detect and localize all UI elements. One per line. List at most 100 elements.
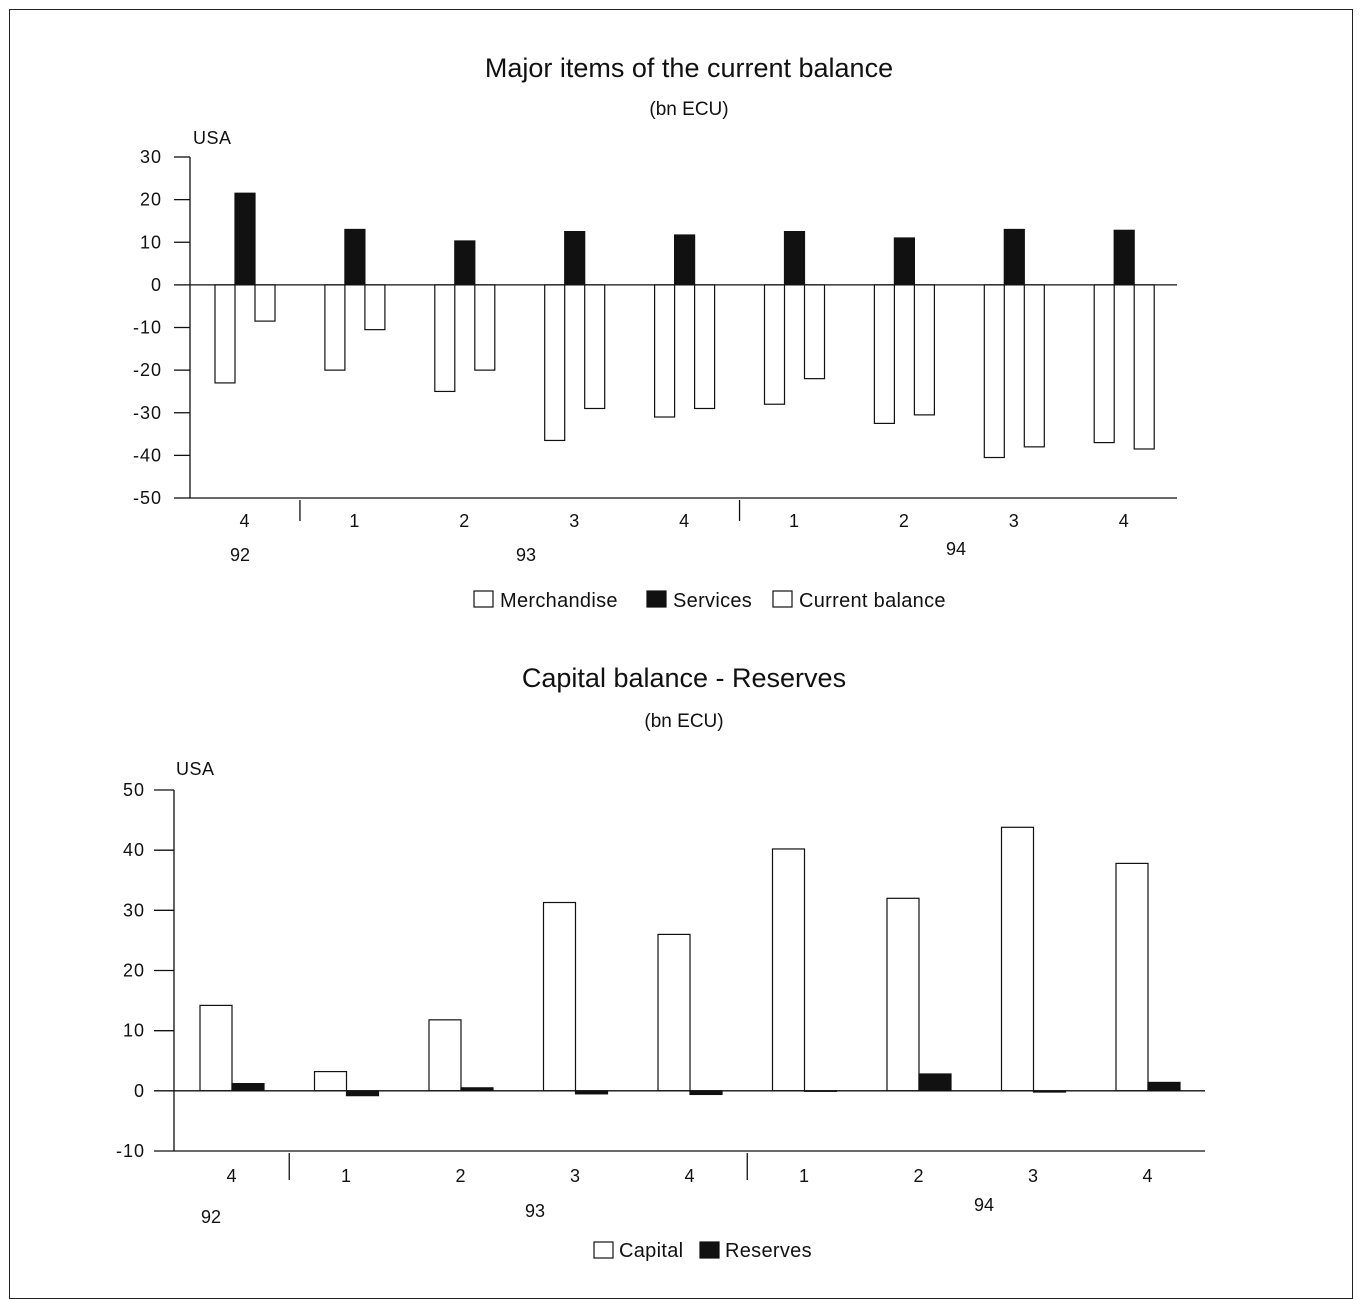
x-tick-label: 4 (679, 511, 690, 531)
y-tick-label: 30 (123, 900, 145, 920)
chart1-year-92: 92 (230, 545, 250, 565)
bar-services (564, 230, 586, 286)
bar-current-balance (364, 284, 386, 331)
bar-capital (886, 897, 920, 1092)
bar-current-balance (1133, 284, 1155, 450)
chart2-x-axis-ticks: 4 1 2 3 4 1 2 3 4 (226, 1153, 1153, 1186)
legend-swatch-services (646, 590, 667, 608)
x-tick-label: 4 (1142, 1166, 1153, 1186)
chart2-year-92: 92 (201, 1207, 221, 1227)
y-tick-label: 20 (123, 961, 145, 981)
bar-reserves (345, 1090, 380, 1097)
y-tick-label: -20 (133, 360, 162, 380)
legend-label-services: Services (673, 590, 752, 612)
x-tick-label: 1 (341, 1166, 352, 1186)
chart1-legend: Merchandise Services Current balance (473, 590, 946, 612)
chart-capital-reserves: Capital balance - Reserves (bn ECU) USA … (116, 663, 1205, 1262)
y-tick-label: 0 (151, 275, 162, 295)
bar-current-balance (254, 284, 276, 322)
x-tick-label: 1 (789, 511, 800, 531)
chart2-axes (173, 790, 1205, 1152)
legend-label-capital: Capital (619, 1240, 683, 1262)
y-tick-label: 0 (134, 1081, 145, 1101)
legend-swatch-capital (593, 1241, 614, 1259)
bar-capital (771, 848, 806, 1092)
bar-capital (313, 1070, 348, 1092)
bar-reserves (1147, 1081, 1181, 1092)
bar-capital (1000, 826, 1035, 1092)
chart2-year-93: 93 (525, 1201, 545, 1221)
y-tick-label: 50 (123, 780, 145, 800)
bar-current-balance (584, 284, 606, 410)
bar-services (344, 228, 366, 286)
chart2-year-94: 94 (974, 1195, 994, 1215)
x-tick-label: 2 (455, 1166, 466, 1186)
y-tick-label: 10 (123, 1021, 145, 1041)
x-tick-label: 3 (1009, 511, 1020, 531)
x-tick-label: 2 (899, 511, 910, 531)
chart2-subtitle: (bn ECU) (644, 711, 723, 732)
chart2-bars (199, 826, 1181, 1097)
bar-merchandise (983, 284, 1005, 459)
chart2-y-axis-ticks: 50 40 30 20 10 0 -10 (116, 780, 174, 1161)
bar-current-balance (1023, 284, 1045, 448)
y-tick-label: -30 (133, 403, 162, 423)
y-tick-label: 40 (123, 840, 145, 860)
x-tick-label: 2 (913, 1166, 924, 1186)
bar-services (893, 237, 916, 286)
bar-merchandise (653, 284, 676, 418)
x-tick-label: 1 (799, 1166, 810, 1186)
bar-capital (657, 933, 691, 1092)
x-tick-label: 4 (684, 1166, 695, 1186)
x-tick-label: 2 (459, 511, 470, 531)
bar-current-balance (803, 284, 826, 380)
bar-merchandise (544, 284, 566, 442)
legend-label-merchandise: Merchandise (500, 590, 618, 612)
x-tick-label: 3 (569, 511, 580, 531)
bar-reserves (231, 1083, 265, 1092)
legend-swatch-reserves (699, 1241, 720, 1259)
chart2-legend: Capital Reserves (593, 1240, 812, 1262)
chart1-bars (214, 192, 1155, 459)
chart1-title: Major items of the current balance (485, 53, 893, 83)
bar-services (673, 234, 696, 286)
bar-current-balance (474, 284, 496, 371)
chart1-y-axis-ticks: 30 20 10 0 -10 -20 -30 -40 -50 (133, 147, 190, 508)
bar-current-balance (693, 284, 716, 410)
bar-merchandise (214, 284, 236, 384)
bar-capital (542, 901, 577, 1092)
legend-label-reserves: Reserves (725, 1240, 812, 1262)
y-tick-label: -10 (116, 1141, 145, 1161)
x-tick-label: 4 (226, 1166, 237, 1186)
x-tick-label: 1 (349, 511, 360, 531)
bar-current-balance (913, 284, 936, 416)
legend-swatch-current-balance (772, 590, 793, 608)
bar-merchandise (1093, 284, 1115, 444)
y-tick-label: -10 (133, 318, 162, 338)
chart2-title: Capital balance - Reserves (522, 663, 846, 693)
y-tick-label: -40 (133, 445, 162, 465)
chart1-subtitle: (bn ECU) (649, 99, 728, 120)
bar-capital (1115, 862, 1149, 1092)
x-tick-label: 3 (570, 1166, 581, 1186)
bar-merchandise (434, 284, 456, 393)
bar-merchandise (763, 284, 786, 405)
legend-swatch-merchandise (473, 590, 494, 608)
bar-services (234, 192, 256, 286)
bar-services (783, 230, 806, 286)
bar-merchandise (324, 284, 346, 371)
chart1-region-label: USA (193, 128, 232, 148)
bar-merchandise (873, 284, 896, 425)
x-tick-label: 4 (1119, 511, 1130, 531)
y-tick-label: -50 (133, 488, 162, 508)
x-tick-label: 3 (1028, 1166, 1039, 1186)
chart2-region-label: USA (176, 759, 215, 779)
chart-current-balance: Major items of the current balance (bn E… (133, 53, 1177, 612)
legend-label-current-balance: Current balance (799, 590, 946, 612)
chart1-year-93: 93 (516, 545, 536, 565)
bar-capital (428, 1019, 462, 1092)
bar-capital (199, 1004, 233, 1092)
bar-services (1003, 228, 1025, 286)
y-tick-label: 10 (140, 232, 162, 252)
